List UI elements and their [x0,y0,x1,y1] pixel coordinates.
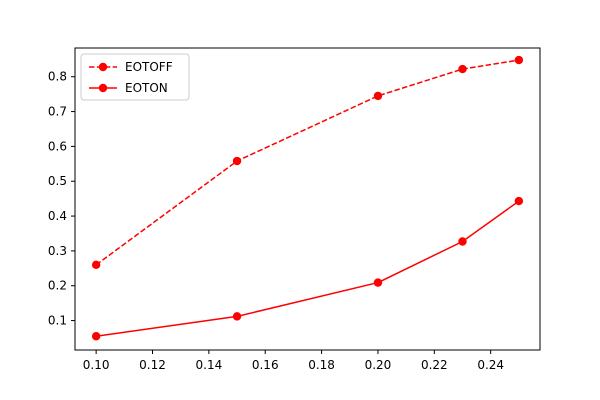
data-point-eotoff [373,91,383,101]
y-tick-label: 0.7 [48,105,67,119]
y-tick-label: 0.1 [48,314,67,328]
y-tick-label: 0.2 [48,279,67,293]
y-tick-label: 0.5 [48,174,67,188]
data-point-eotoff [232,156,242,166]
x-tick-label: 0.20 [365,358,392,372]
data-point-eoton [458,237,467,246]
data-point-eotoff [514,55,524,65]
series-layer [91,55,524,341]
x-tick-label: 0.10 [83,358,110,372]
x-tick-label: 0.14 [196,358,223,372]
data-point-eotoff [458,64,467,74]
y-tick-label: 0.6 [48,139,67,153]
x-tick-label: 0.12 [139,358,166,372]
y-axis: 0.1 0.2 0.3 0.4 0.5 0.6 0.7 0.8 [48,70,75,328]
legend: EOTOFF EOTON [80,53,190,101]
legend-label-eoton: EOTON [125,81,168,95]
plot-frame [74,47,541,351]
x-tick-label: 0.22 [421,358,448,372]
x-tick-label: 0.16 [252,358,279,372]
x-tick-label: 0.18 [308,358,335,372]
x-tick-label: 0.24 [477,358,504,372]
x-axis: 0.10 0.12 0.14 0.16 0.18 0.20 0.22 0.24 [83,350,504,372]
y-tick-label: 0.4 [48,209,67,223]
y-tick-label: 0.3 [48,244,67,258]
data-point-eotoff [91,260,101,270]
data-point-eoton [91,332,101,341]
legend-label-eotoff: EOTOFF [125,60,173,74]
y-tick-label: 0.8 [48,70,67,84]
data-point-eoton [232,312,242,321]
legend-marker-eotoff [98,62,108,72]
legend-marker-eoton [98,83,108,93]
series-line-eotoff [95,59,519,266]
data-point-eoton [373,278,383,287]
data-point-eoton [514,196,524,206]
